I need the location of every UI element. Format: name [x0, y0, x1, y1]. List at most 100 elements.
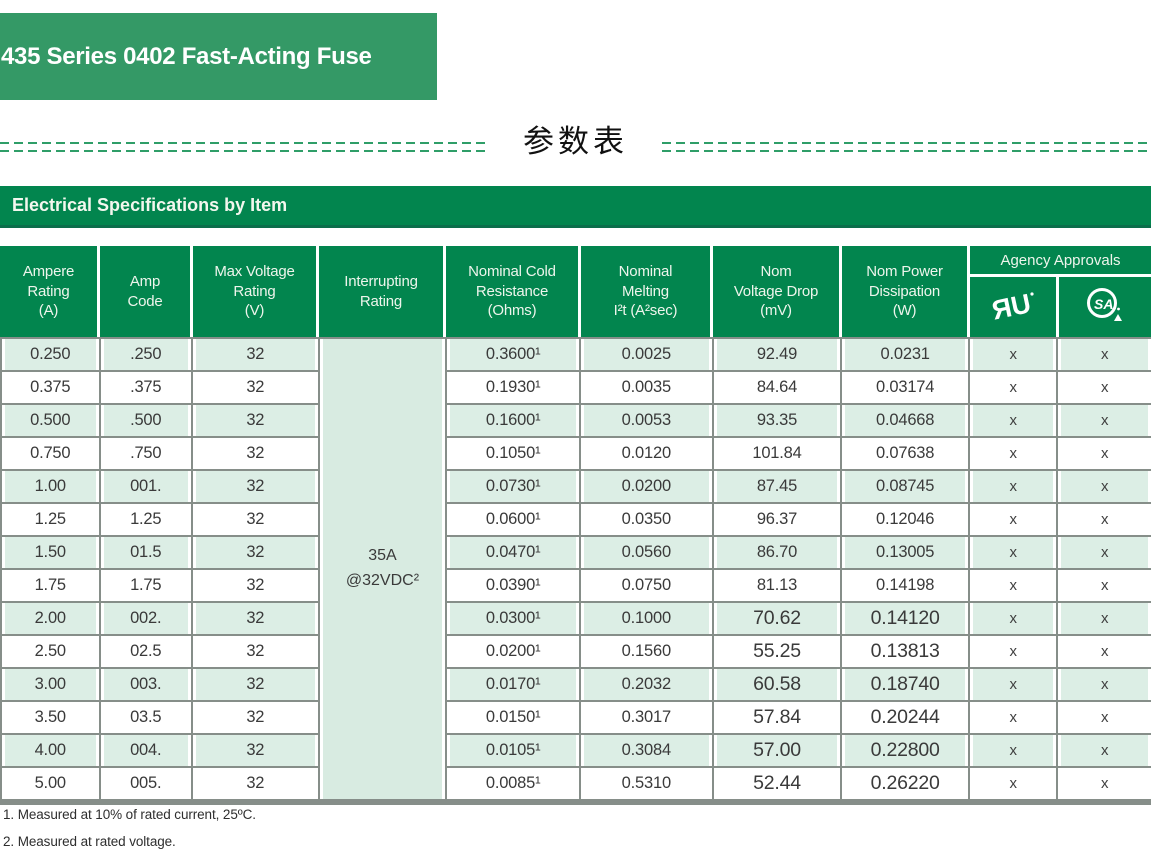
cell-ampere-rating: 2.00	[0, 601, 101, 636]
cell-ampere-rating: 2.50	[0, 634, 101, 669]
cell-amp-code: 002.	[98, 601, 193, 636]
col-header-ampere-rating: Ampere Rating (A)	[0, 246, 97, 337]
cell-csa: x	[1056, 502, 1151, 537]
cell-amp-code: 001.	[98, 469, 193, 504]
cell-amp-code: .500	[98, 403, 193, 438]
cell-amp-code: .750	[98, 436, 193, 471]
col-header-melting-i2t: Nominal Melting I²t (A²sec)	[581, 246, 710, 337]
cell-cold-resistance: 0.0150¹	[445, 700, 581, 735]
dashed-rule-left	[0, 142, 489, 152]
cell-ul: x	[967, 634, 1059, 669]
spec-table-row: 0.500.500 32 0.1600¹ 0.0053 93.35 0.04668 x x	[0, 403, 1151, 438]
col-header-power-dissipation: Nom Power Dissipation (W)	[842, 246, 967, 337]
cell-melting-i2t: 0.0200	[578, 469, 714, 504]
csa-mark-icon: SA	[1083, 285, 1127, 330]
spec-table-row: 3.50 03.5 32 0.0150¹ 0.3017 57.84 0.20244 x x	[0, 700, 1151, 735]
svg-text:SA: SA	[1094, 296, 1113, 312]
cell-power-dissipation: 0.20244	[840, 700, 970, 735]
cell-max-voltage: 32	[190, 403, 320, 438]
table-title-bar: Electrical Specifications by Item	[0, 186, 1151, 228]
cell-melting-i2t: 0.0025	[578, 337, 714, 372]
cell-cold-resistance: 0.3600¹	[445, 337, 581, 372]
spec-table-row: 2.50 02.5 32 0.0200¹ 0.1560 55.25 0.13813 x x	[0, 634, 1151, 669]
cell-ul: x	[967, 700, 1059, 735]
cell-ul: x	[967, 766, 1059, 801]
dashed-rule-right	[662, 142, 1151, 152]
col-header-voltage-drop: Nom Voltage Drop (mV)	[713, 246, 839, 337]
cell-csa: x	[1056, 568, 1151, 603]
cell-power-dissipation: 0.04668	[840, 403, 970, 438]
table-bottom-border	[0, 800, 1151, 805]
cell-csa: x	[1056, 370, 1151, 405]
cell-csa: x	[1056, 733, 1151, 768]
cell-max-voltage: 32	[190, 634, 320, 669]
cell-amp-code: 005.	[98, 766, 193, 801]
cell-ul: x	[967, 337, 1059, 372]
cell-voltage-drop: 57.84	[711, 700, 843, 735]
cell-ampere-rating: 4.00	[0, 733, 101, 768]
cell-voltage-drop: 93.35	[711, 403, 843, 438]
cell-voltage-drop: 81.13	[711, 568, 843, 603]
cell-melting-i2t: 0.1000	[578, 601, 714, 636]
spec-table-row: 0.375.375 32 0.1930¹ 0.0035 84.64 0.03174 x x	[0, 370, 1151, 405]
cell-max-voltage: 32	[190, 502, 320, 537]
col-header-agency-approvals: Agency Approvals ЯU	[970, 246, 1151, 337]
cell-max-voltage: 32	[190, 436, 320, 471]
spec-table-row: 4.00 004. 32 0.0105¹ 0.3084 57.00 0.22800 x x	[0, 733, 1151, 768]
cell-ampere-rating: 3.00	[0, 667, 101, 702]
cell-max-voltage: 32	[190, 733, 320, 768]
cell-ampere-rating: 0.375	[0, 370, 101, 405]
cell-amp-code: 003.	[98, 667, 193, 702]
cell-melting-i2t: 0.2032	[578, 667, 714, 702]
cell-max-voltage: 32	[190, 337, 320, 372]
cell-power-dissipation: 0.14120	[840, 601, 970, 636]
cell-ul: x	[967, 733, 1059, 768]
csa-logo-cell: SA	[1059, 277, 1151, 337]
spec-table-body: 0.250.250 32 35A @32VDC² 0.3600¹ 0.0025 92.49…	[0, 337, 1151, 801]
col-header-interrupting: Interrupting Rating	[319, 246, 443, 337]
cell-voltage-drop: 92.49	[711, 337, 843, 372]
cell-cold-resistance: 0.0730¹	[445, 469, 581, 504]
cell-ampere-rating: 0.250	[0, 337, 101, 372]
spec-table-row: 3.00 003. 32 0.0170¹ 0.2032 60.58 0.18740 x x	[0, 667, 1151, 702]
cell-ul: x	[967, 370, 1059, 405]
table-column-headers: Ampere Rating (A) Amp Code Max Voltage R…	[0, 246, 1151, 337]
footnote-1: 1. Measured at 10% of rated current, 25º…	[3, 807, 256, 822]
cell-cold-resistance: 0.0170¹	[445, 667, 581, 702]
agency-logo-row: ЯU SA	[970, 277, 1151, 337]
cell-ampere-rating: 1.50	[0, 535, 101, 570]
cell-amp-code: .375	[98, 370, 193, 405]
cell-max-voltage: 32	[190, 535, 320, 570]
cell-max-voltage: 32	[190, 700, 320, 735]
cell-amp-code: 1.75	[98, 568, 193, 603]
spec-table-row: 1.25 1.25 32 0.0600¹ 0.0350 96.37 0.12046 x x	[0, 502, 1151, 537]
cell-cold-resistance: 0.1050¹	[445, 436, 581, 471]
ul-recognized-icon: ЯU	[989, 287, 1037, 328]
cell-ul: x	[967, 403, 1059, 438]
cell-cold-resistance: 0.0200¹	[445, 634, 581, 669]
cell-cold-resistance: 0.0600¹	[445, 502, 581, 537]
series-title: 435 Series 0402 Fast-Acting Fuse	[1, 42, 372, 70]
cell-voltage-drop: 57.00	[711, 733, 843, 768]
cell-ul: x	[967, 469, 1059, 504]
cell-voltage-drop: 60.58	[711, 667, 843, 702]
cell-csa: x	[1056, 469, 1151, 504]
cell-melting-i2t: 0.0560	[578, 535, 714, 570]
cell-ul: x	[967, 568, 1059, 603]
cell-cold-resistance: 0.0300¹	[445, 601, 581, 636]
col-header-cold-resistance: Nominal Cold Resistance (Ohms)	[446, 246, 578, 337]
cell-csa: x	[1056, 337, 1151, 372]
cell-melting-i2t: 0.0053	[578, 403, 714, 438]
cell-ampere-rating: 5.00	[0, 766, 101, 801]
cell-amp-code: 02.5	[98, 634, 193, 669]
spec-table-row: 1.75 1.75 32 0.0390¹ 0.0750 81.13 0.14198 x x	[0, 568, 1151, 603]
svg-text:ЯU: ЯU	[989, 288, 1033, 323]
spec-table-row: 1.50 01.5 32 0.0470¹ 0.0560 86.70 0.13005 x x	[0, 535, 1151, 570]
cell-amp-code: 1.25	[98, 502, 193, 537]
cell-csa: x	[1056, 634, 1151, 669]
cell-power-dissipation: 0.13005	[840, 535, 970, 570]
cell-csa: x	[1056, 403, 1151, 438]
cell-cold-resistance: 0.0390¹	[445, 568, 581, 603]
cell-max-voltage: 32	[190, 766, 320, 801]
